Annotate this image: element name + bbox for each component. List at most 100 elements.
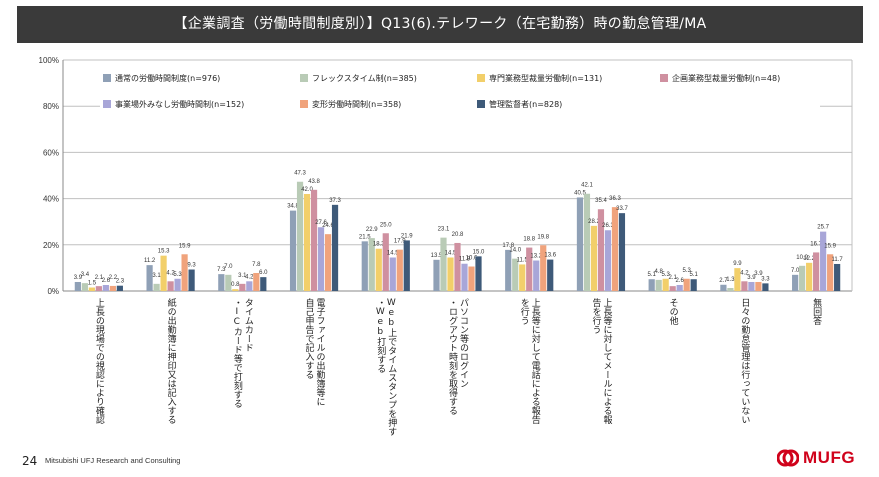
legend-swatch (477, 100, 485, 108)
category-label: 自己申告で記入する (304, 297, 315, 379)
bar (648, 279, 655, 291)
data-label: 3.3 (761, 276, 770, 282)
bar (741, 281, 748, 291)
bar (232, 289, 239, 291)
page-number: 24 (22, 454, 38, 468)
bar (181, 254, 188, 291)
data-label: 37.3 (329, 198, 341, 204)
category-label: 上長等に対してメールによる報 (601, 298, 612, 425)
data-label: 24.6 (322, 223, 334, 229)
data-label: 4.8 (655, 269, 664, 275)
category-label: ・Web打刻する (375, 298, 386, 373)
bar (461, 263, 468, 291)
data-label: 18.8 (523, 237, 535, 243)
data-label: 15.9 (179, 243, 191, 249)
bar (748, 281, 755, 291)
data-label: 18.3 (373, 242, 385, 248)
bar (547, 259, 554, 291)
y-tick-label: 80% (43, 102, 59, 111)
data-label: 2.3 (116, 279, 125, 285)
data-label: 5.3 (662, 272, 671, 278)
data-label: 10.6 (466, 256, 478, 262)
data-label: 28.2 (588, 219, 600, 225)
data-label: 3.4 (81, 272, 90, 278)
category-label: 無回答 (811, 297, 822, 326)
data-label: 16.7 (810, 241, 822, 247)
data-label: 27.6 (315, 220, 327, 226)
bar (239, 283, 246, 291)
data-label: 3.9 (754, 271, 763, 277)
data-label: 17.9 (394, 239, 406, 245)
bar (519, 264, 526, 291)
legend-background (100, 69, 820, 114)
bar (289, 210, 297, 291)
legend-swatch (477, 74, 485, 82)
bar (597, 209, 605, 291)
data-label: 10.9 (796, 255, 808, 261)
data-label: 22.9 (366, 227, 378, 233)
legend-swatch (103, 100, 111, 108)
data-label: 33.7 (616, 206, 628, 212)
data-label: 3.9 (747, 275, 756, 281)
bar (167, 281, 174, 291)
data-label: 23.1 (438, 227, 450, 233)
data-label: 3.1 (238, 273, 247, 279)
data-label: 4.2 (245, 274, 254, 280)
data-label: 15.0 (473, 249, 485, 255)
data-label: 25.0 (380, 222, 392, 228)
data-label: 5.3 (173, 272, 182, 278)
bar (755, 281, 762, 291)
bar (576, 197, 584, 291)
bar (361, 241, 368, 291)
bar (81, 283, 88, 291)
category-label: 告を行う (590, 297, 601, 334)
y-tick-label: 60% (43, 148, 59, 157)
bar (468, 266, 475, 291)
bar (188, 269, 195, 291)
legend-label: 企画業務型裁量労働制(n=48) (672, 73, 780, 83)
bar (324, 234, 332, 291)
bar (727, 287, 734, 291)
bar (116, 285, 123, 291)
legend-label: 変形労働時間制(n=358) (312, 99, 401, 109)
bar (676, 284, 683, 291)
bar (604, 230, 612, 291)
bar (146, 265, 153, 291)
bar (296, 181, 304, 291)
bar (440, 237, 447, 291)
data-label: 2.1 (95, 275, 104, 281)
bar (260, 277, 267, 291)
category-label: パソコン等のログイン (458, 298, 469, 388)
data-label: 25.7 (817, 225, 829, 231)
bar (160, 255, 167, 291)
legend-swatch (660, 74, 668, 82)
data-label: 7.3 (217, 267, 226, 273)
data-label: 47.3 (294, 171, 306, 177)
data-label: 2.6 (676, 278, 685, 284)
data-label: 0.8 (231, 282, 240, 288)
data-label: 21.9 (401, 233, 413, 239)
data-label: 9.9 (733, 261, 742, 267)
category-label: を行う (519, 298, 530, 325)
category-label: タイムカード (243, 298, 254, 352)
bar (762, 283, 769, 291)
data-label: 15.3 (158, 249, 170, 255)
bar (813, 252, 820, 291)
data-label: 13.5 (431, 253, 443, 259)
bar (611, 207, 619, 291)
data-label: 2.7 (719, 278, 728, 284)
data-label: 42.1 (581, 183, 593, 189)
bar (505, 249, 512, 291)
bar (447, 257, 454, 291)
bar (655, 279, 662, 291)
category-label: 上長の現場での視認により確認 (94, 298, 105, 425)
data-label: 6.0 (259, 270, 268, 276)
bar (225, 274, 232, 291)
data-label: 17.8 (502, 243, 514, 249)
bar (310, 189, 318, 291)
data-label: 19.8 (537, 234, 549, 240)
data-label: 4.2 (740, 270, 749, 276)
data-label: 11.5 (517, 257, 529, 263)
category-label: 紙の出勤簿に押印又は記入する (166, 297, 177, 424)
legend-label: 専門業務型裁量労働制(n=131) (489, 73, 602, 83)
